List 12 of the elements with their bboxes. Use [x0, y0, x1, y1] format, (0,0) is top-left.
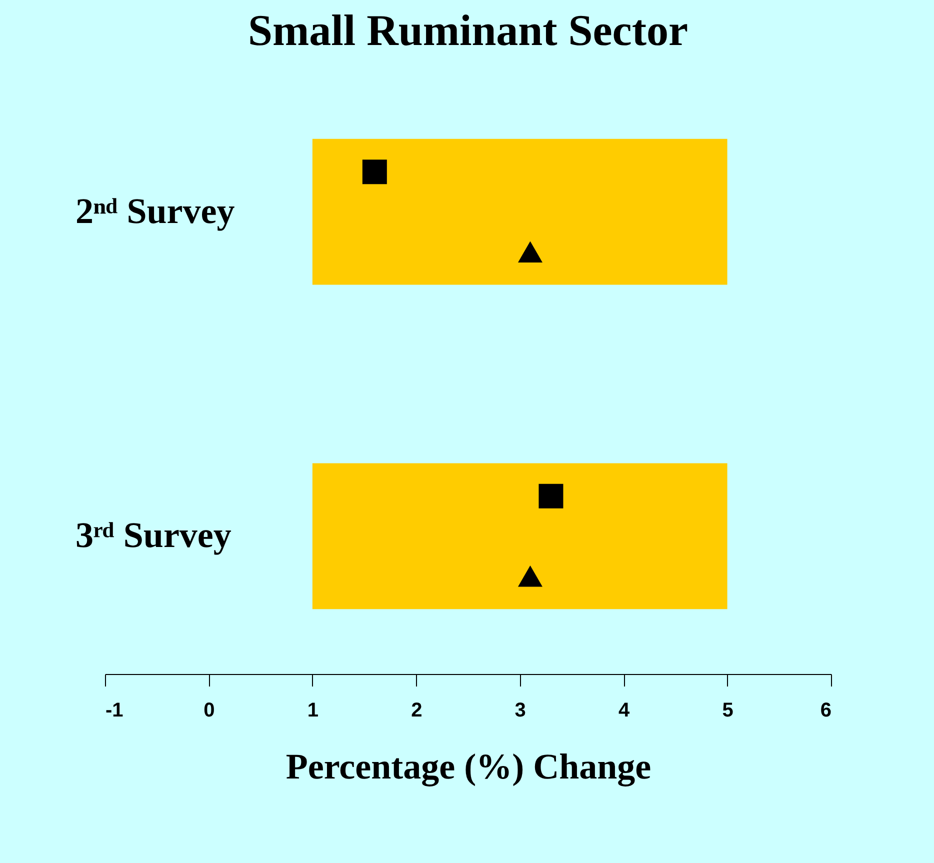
chart-title: Small Ruminant Sector: [248, 6, 688, 55]
x-tick-label: 3: [514, 700, 526, 722]
x-tick-label: -1: [106, 700, 124, 722]
x-tick-label: 6: [820, 700, 832, 722]
x-tick-label: 2: [411, 700, 422, 722]
x-tick-label: 5: [722, 700, 734, 722]
y-tick-label: 2ⁿᵈ Survey: [76, 190, 235, 231]
x-axis-title: Percentage (%) Change: [286, 746, 652, 786]
y-tick-label: 3ʳᵈ Survey: [76, 515, 232, 556]
x-tick-label: 4: [618, 700, 631, 722]
x-tick-label: 0: [204, 700, 215, 722]
x-tick-label: 1: [307, 700, 318, 722]
